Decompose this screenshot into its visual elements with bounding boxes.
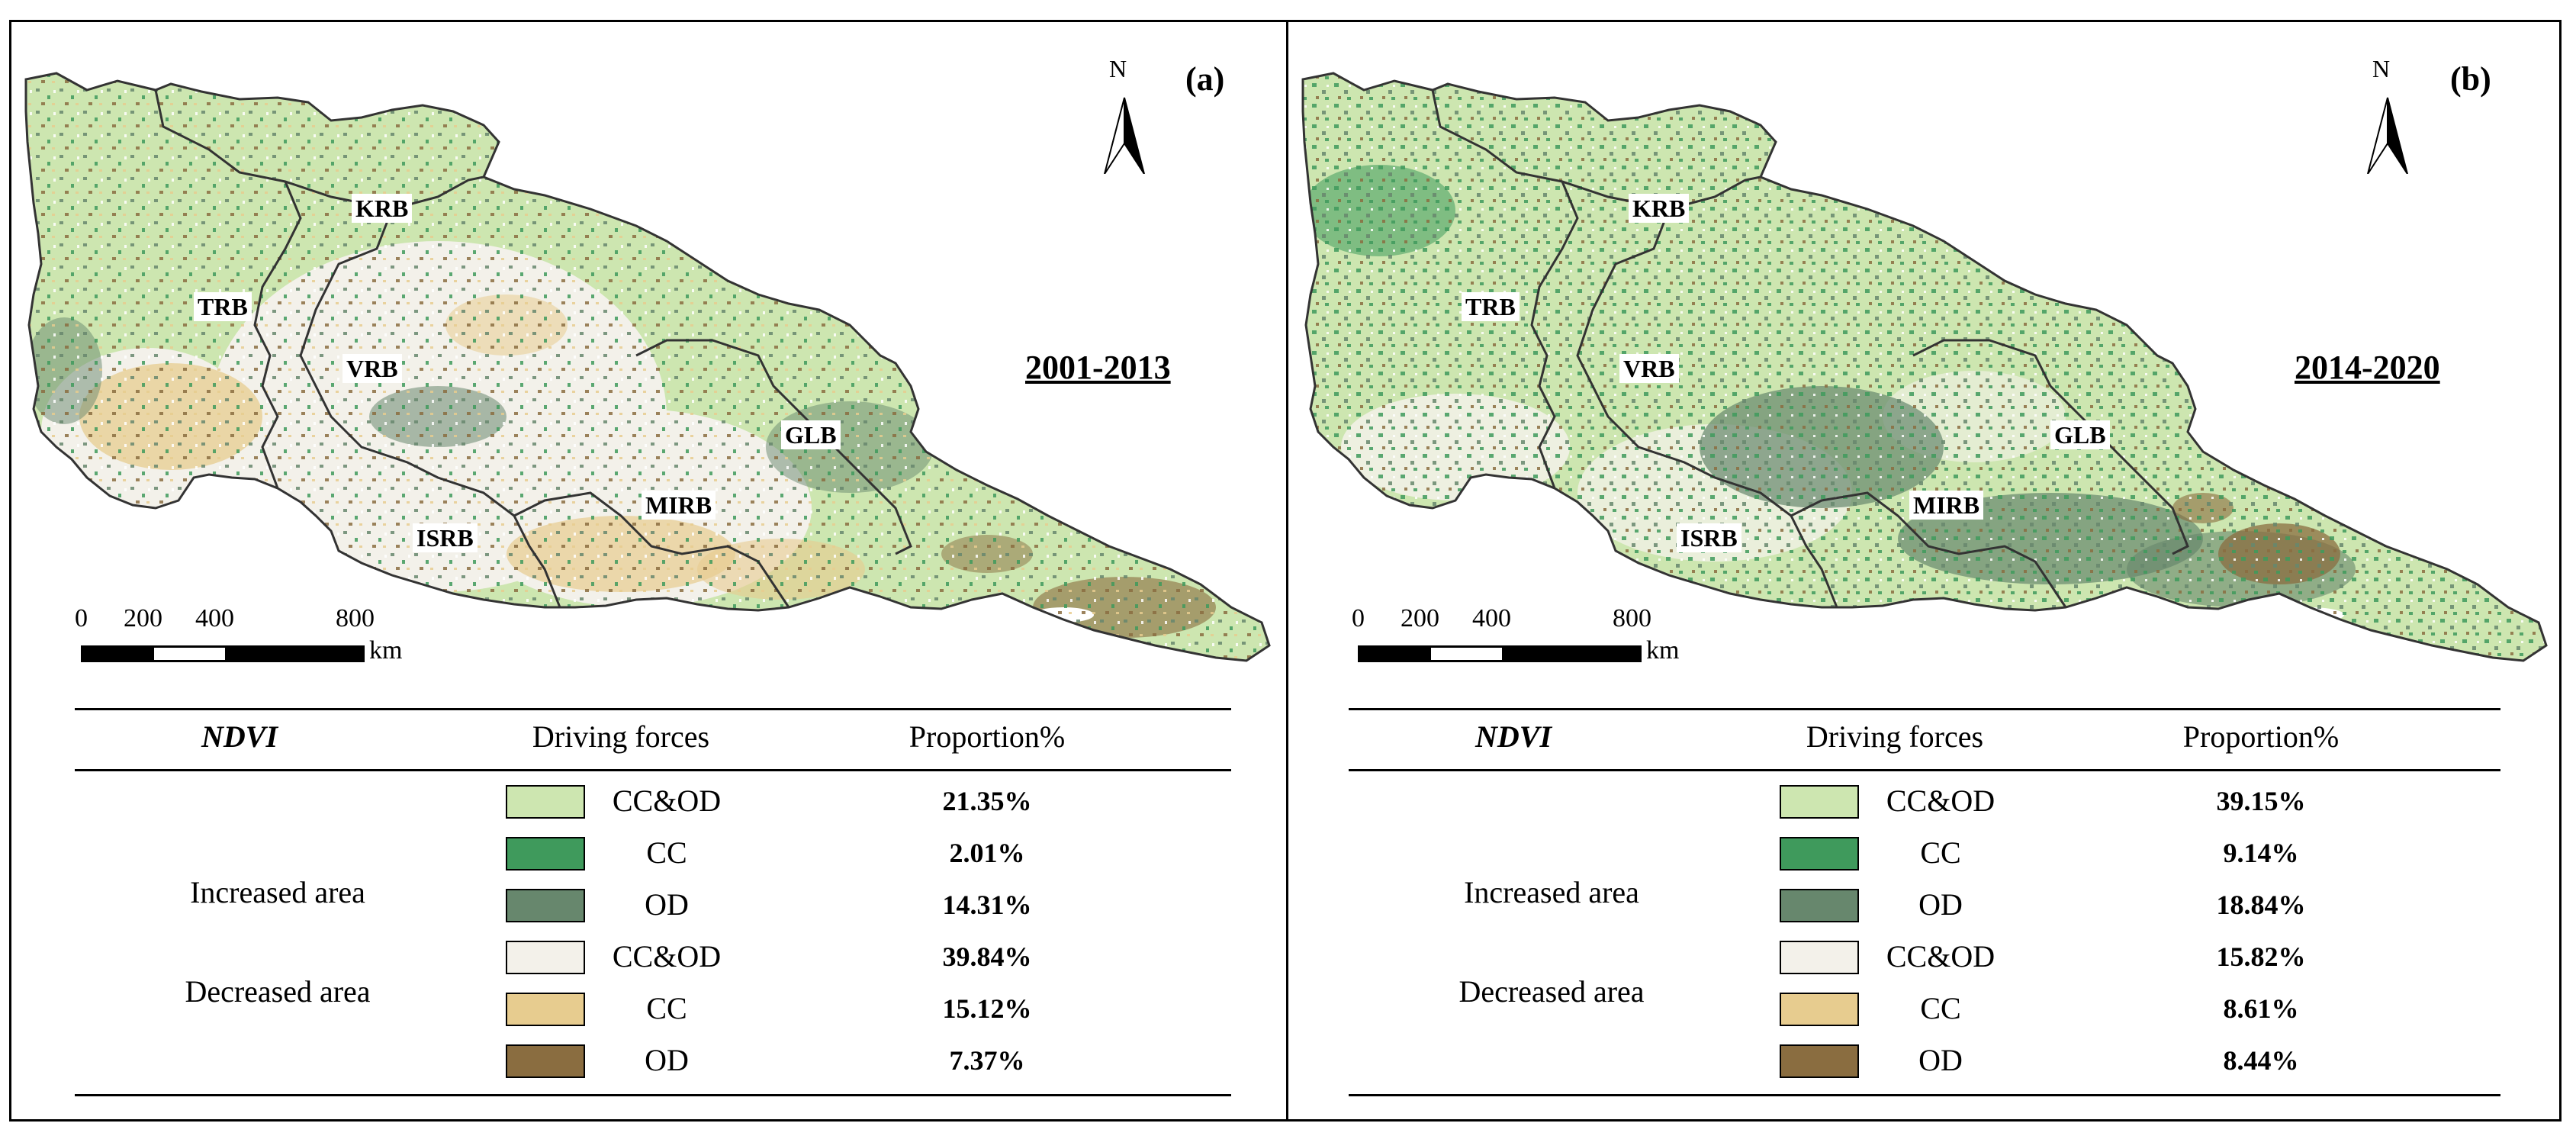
table-header-rule [1349,769,2500,771]
driving-force: OD [645,887,689,922]
basin-trb-label: TRB [194,292,252,321]
basin-krb-label: KRB [1629,194,1690,223]
scale-tick: 200 [1401,604,1439,632]
panel-divider [1286,20,1288,1122]
basin-glb-label: GLB [781,420,841,449]
north-letter: N [2372,55,2391,82]
proportion-value: 9.14% [2223,838,2299,868]
scale-tick: 400 [1472,604,1511,632]
proportion-value: 14.31% [942,890,1032,920]
proportion-value: 39.84% [942,941,1032,972]
scale-tick: 400 [195,604,234,632]
basin-isrb-label: ISRB [413,523,478,552]
basin-glb-label: GLB [2050,420,2110,449]
proportion-value: 8.61% [2223,993,2299,1024]
proportion-value: 18.84% [2216,890,2306,920]
panel-label: (a) [1185,60,1225,98]
legend-swatch [506,1044,585,1078]
north-letter: N [1109,55,1127,82]
header-proportion: Proportion% [909,719,1066,754]
legend-swatch [1780,837,1859,871]
header-proportion: Proportion% [2182,719,2340,754]
scale-tick: 800 [1613,604,1651,632]
basin-isrb-label: ISRB [1677,523,1741,552]
proportion-value: 15.12% [942,993,1032,1024]
driving-force: CC [1920,991,1961,1025]
figure-frame [9,20,2562,1122]
legend-swatch [506,785,585,819]
table-top-rule [1349,708,2500,710]
proportion-value: 8.44% [2223,1045,2299,1076]
legend-swatch [506,941,585,974]
scale-bar [1358,645,1642,662]
basin-vrb-label: VRB [1619,354,1679,383]
scale-unit: km [1646,636,1680,665]
period-label: 2014-2020 [2295,349,2440,386]
basin-krb-label: KRB [352,194,413,223]
map-b [1301,72,2548,662]
basin-vrb-label: VRB [343,354,402,383]
proportion-value: 2.01% [949,838,1025,868]
legend-swatch [506,993,585,1026]
scale-tick: 0 [1352,604,1365,632]
north-arrow-icon: N [2365,55,2410,174]
group-decreased-label: Decreased area [185,974,371,1009]
driving-force: CC [1920,835,1961,870]
panel-label: (b) [2450,60,2491,98]
scale-bar [81,645,365,662]
basin-trb-label: TRB [1462,292,1520,321]
legend-swatch [1780,993,1859,1026]
proportion-value: 21.35% [942,786,1032,816]
north-arrow-icon: N [1101,55,1147,174]
legend-swatch [506,889,585,922]
driving-force: OD [645,1043,689,1077]
table-top-rule [75,708,1231,710]
proportion-value: 7.37% [949,1045,1025,1076]
driving-force: OD [1918,1043,1963,1077]
scale-unit: km [369,636,403,665]
group-increased-label: Increased area [1464,875,1639,909]
driving-force: CC&OD [1886,784,1996,818]
header-ndvi: NDVI [201,719,278,754]
legend-swatch [1780,889,1859,922]
header-ndvi: NDVI [1475,719,1552,754]
table-bottom-rule [75,1094,1231,1096]
period-label: 2001-2013 [1025,349,1171,386]
group-decreased-label: Decreased area [1458,974,1645,1009]
proportion-value: 39.15% [2216,786,2306,816]
group-increased-label: Increased area [190,875,365,909]
panel-a: KRB TRB VRB GLB MIRB ISRB N (a) 2001-201… [11,20,1286,1122]
map-a [24,72,1271,662]
panel-b: KRB TRB VRB GLB MIRB ISRB N (b) 2014-202… [1288,20,2563,1122]
driving-force: OD [1918,887,1963,922]
legend-swatch [1780,941,1859,974]
driving-force: CC&OD [612,939,722,973]
driving-force: CC&OD [1886,939,1996,973]
scale-tick: 800 [336,604,375,632]
legend-swatch [1780,1044,1859,1078]
header-driving-forces: Driving forces [1806,719,1984,754]
driving-force: CC [646,991,687,1025]
table-header-rule [75,769,1231,771]
scale-tick: 0 [75,604,88,632]
table-bottom-rule [1349,1094,2500,1096]
scale-tick: 200 [124,604,162,632]
legend-swatch [1780,785,1859,819]
driving-force: CC [646,835,687,870]
legend-swatch [506,837,585,871]
basin-mirb-label: MIRB [1909,491,1984,520]
header-driving-forces: Driving forces [532,719,710,754]
basin-mirb-label: MIRB [642,491,716,520]
proportion-value: 15.82% [2216,941,2306,972]
driving-force: CC&OD [612,784,722,818]
